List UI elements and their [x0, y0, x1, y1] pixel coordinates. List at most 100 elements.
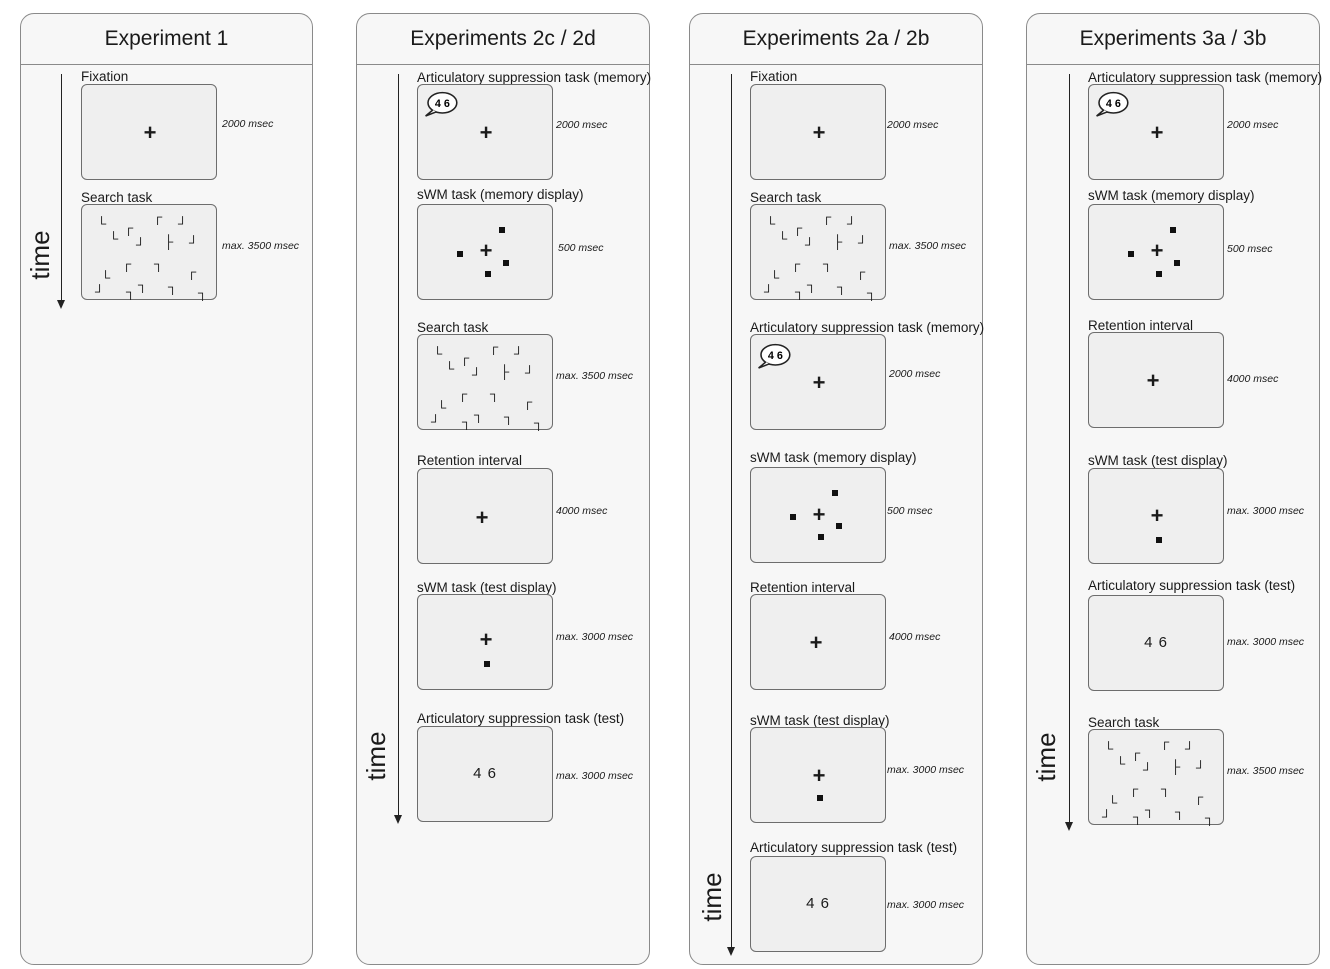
- search-stimulus: ┌: [1160, 734, 1170, 749]
- search-stimulus: └: [101, 270, 111, 285]
- duration-label: max. 3500 msec: [222, 240, 300, 252]
- screen-retention: +: [1088, 332, 1224, 428]
- step-label-as-test: Articulatory suppression task (test): [1088, 578, 1296, 593]
- screen-swm-memory: +: [417, 204, 553, 300]
- search-stimulus: ┐: [534, 415, 544, 430]
- bubble-digits: 4 6: [1106, 98, 1121, 110]
- duration-label: max. 3000 msec: [1227, 636, 1305, 648]
- memory-dot: [457, 251, 463, 257]
- screen-search: └ ┌ ┌ ┘ └ ┘ ├ ┘ ┌ ┐ ┌ └ ┐ ┐ ┘ ┐ ┐: [81, 204, 217, 300]
- search-stimulus: ├: [1171, 759, 1181, 774]
- speech-bubble-icon: 4 6: [425, 91, 458, 117]
- memory-dot: [485, 271, 491, 277]
- search-stimulus: └: [437, 400, 447, 415]
- search-stimulus: ┌: [791, 256, 801, 271]
- test-dot: [484, 661, 490, 667]
- time-label: time: [25, 230, 55, 280]
- test-digits: 4 6: [473, 765, 497, 782]
- screen-as-test: 4 6: [417, 726, 553, 822]
- search-stimulus: ┐: [823, 256, 833, 271]
- bubble-digits: 4 6: [768, 350, 783, 362]
- speech-bubble-icon: 4 6: [758, 343, 791, 369]
- screen-as-memory: 4 6 +: [1088, 84, 1224, 180]
- search-stimulus: ┐: [462, 414, 472, 429]
- duration-label: 2000 msec: [889, 368, 941, 380]
- search-stimulus: ┌: [822, 209, 832, 224]
- step-label-retention: Retention interval: [1088, 318, 1194, 333]
- screen-fixation: +: [81, 84, 217, 180]
- test-digits: 4 6: [1144, 634, 1168, 651]
- search-stimulus: ┌: [460, 350, 470, 365]
- bubble-digits: 4 6: [435, 98, 450, 110]
- test-digits: 4 6: [806, 895, 830, 912]
- screen-swm-test: +: [417, 594, 553, 690]
- screen-search: └ ┌ ┌ ┘ └ ┘ ├ ┘ ┌ ┐ ┌ └ ┐ ┐ ┘ ┐ ┐: [1088, 729, 1224, 825]
- fixation-cross: +: [812, 120, 826, 145]
- panel-title: Experiment 1: [21, 14, 312, 65]
- duration-label: 4000 msec: [556, 505, 608, 517]
- search-stimulus: ┌: [122, 256, 132, 271]
- fixation-cross: +: [812, 370, 826, 395]
- search-stimulus: ┌: [458, 386, 468, 401]
- step-label-as-memory: Articulatory suppression task (memory): [750, 320, 985, 335]
- memory-dot: [818, 534, 824, 540]
- search-stimulus: ┘: [95, 284, 105, 299]
- search-stimulus: ┐: [807, 277, 817, 292]
- search-stimulus: └: [1104, 741, 1114, 756]
- search-stimulus: ┌: [1194, 789, 1204, 804]
- duration-label: 2000 msec: [222, 118, 274, 130]
- duration-label: max. 3000 msec: [887, 764, 965, 776]
- step-label-fixation: Fixation: [750, 69, 798, 84]
- duration-label: max. 3000 msec: [1227, 505, 1305, 517]
- search-stimulus: └: [97, 216, 107, 231]
- memory-dot: [1156, 271, 1162, 277]
- search-stimulus: ┐: [474, 407, 484, 422]
- time-label: time: [361, 731, 391, 781]
- time-arrow: [1065, 74, 1073, 831]
- search-stimulus: ┐: [1145, 802, 1155, 817]
- fixation-cross: +: [143, 120, 157, 145]
- memory-dot: [790, 514, 796, 520]
- search-stimulus: ┐: [837, 279, 847, 294]
- search-stimulus: ├: [500, 364, 510, 379]
- search-stimulus: ┐: [795, 284, 805, 299]
- duration-label: 2000 msec: [1227, 119, 1279, 131]
- search-stimulus: ┌: [1131, 745, 1141, 760]
- step-label-search: Search task: [750, 190, 822, 205]
- memory-dot: [1170, 227, 1176, 233]
- screen-as-test: 4 6: [750, 856, 886, 952]
- panel-experiments-3a-3b: Experiments 3a / 3b time Articulatory su…: [1026, 13, 1322, 965]
- search-stimulus: ┘: [189, 235, 199, 250]
- duration-label: max. 3000 msec: [887, 899, 965, 911]
- duration-label: max. 3500 msec: [556, 370, 634, 382]
- step-label-retention: Retention interval: [750, 580, 856, 595]
- search-stimulus: └: [770, 270, 780, 285]
- search-stimulus: ┘: [847, 216, 857, 231]
- duration-label: 500 msec: [558, 242, 604, 254]
- search-stimulus: ┘: [1185, 741, 1195, 756]
- screen-retention: +: [417, 468, 553, 564]
- test-dot: [1156, 537, 1162, 543]
- screen-as-test: 4 6: [1088, 595, 1224, 691]
- screen-search: └ ┌ ┌ ┘ └ ┘ ├ ┘ ┌ ┐ ┌ └ ┐ ┐ ┘ ┐ ┐: [750, 204, 886, 300]
- search-stimulus: ┘: [1196, 760, 1206, 775]
- step-label-search: Search task: [81, 190, 153, 205]
- search-stimulus: ┐: [1205, 810, 1215, 825]
- search-stimulus: └: [433, 346, 443, 361]
- time-arrow: [57, 74, 65, 309]
- duration-label: max. 3500 msec: [889, 240, 967, 252]
- duration-label: 4000 msec: [889, 631, 941, 643]
- screen-as-memory: 4 6 +: [417, 84, 553, 180]
- search-stimulus: └: [778, 231, 788, 246]
- search-stimulus: └: [1116, 756, 1126, 771]
- fixation-cross: +: [812, 763, 826, 788]
- memory-dot: [499, 227, 505, 233]
- search-stimulus: ┌: [523, 394, 533, 409]
- screen-swm-memory: +: [750, 467, 886, 563]
- search-stimulus: ┘: [136, 237, 146, 252]
- fixation-cross: +: [809, 630, 823, 655]
- search-stimulus: ┘: [805, 237, 815, 252]
- step-label-as-test: Articulatory suppression task (test): [417, 711, 625, 726]
- fixation-cross: +: [1146, 368, 1160, 393]
- search-stimulus: ├: [164, 234, 174, 249]
